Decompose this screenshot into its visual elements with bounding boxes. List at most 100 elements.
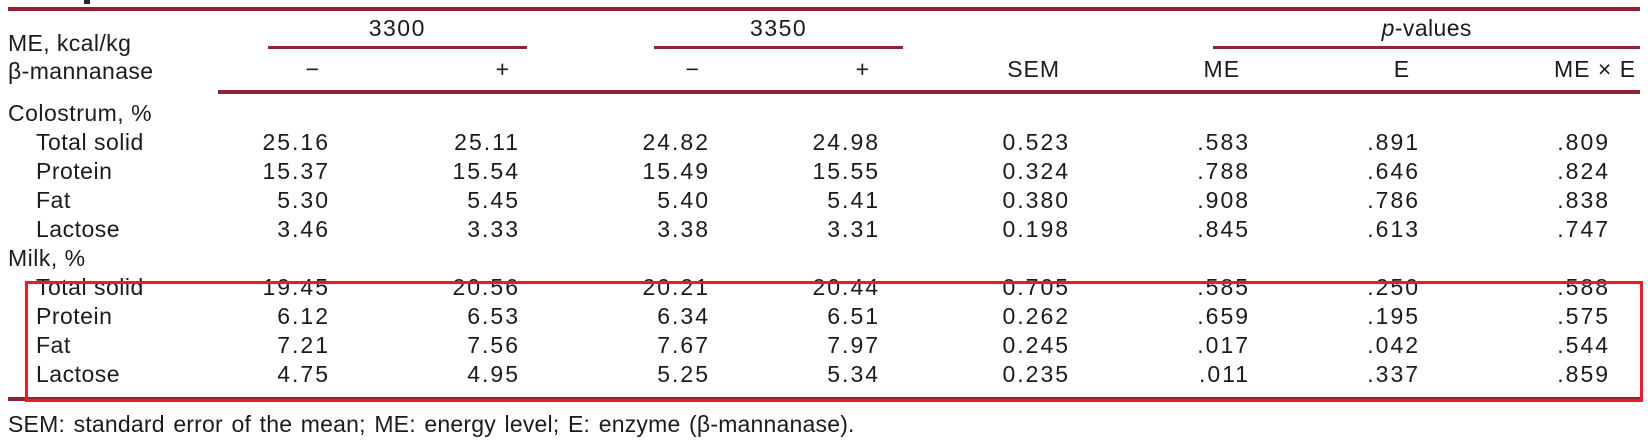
value-cell: 0.198	[1002, 216, 1071, 242]
value-cell: 5.41	[827, 187, 881, 213]
value-cell: .788	[1197, 158, 1251, 184]
header-group-row: ME, kcal/kg β-mannanase 3300 3350 p-valu…	[8, 9, 1641, 84]
header-column-row: − + − + SEM ME E ME × E	[8, 49, 1641, 94]
value-cell: .017	[1197, 332, 1251, 358]
value-cell: .786	[1367, 187, 1421, 213]
group-label-3350: 3350	[750, 15, 808, 41]
value-cell: 20.44	[812, 274, 881, 300]
col-header-me: ME	[1100, 49, 1281, 94]
value-cell: 3.31	[827, 216, 881, 242]
group-header-3300: 3300	[218, 9, 550, 49]
value-cell: 3.46	[277, 216, 330, 242]
col-header-3350-plus: +	[740, 49, 911, 94]
value-cell: .042	[1367, 332, 1421, 358]
value-cell: .845	[1197, 216, 1251, 242]
value-cell: .613	[1367, 216, 1421, 242]
value-cell: 0.245	[1002, 332, 1071, 358]
value-cell: 0.523	[1002, 129, 1071, 155]
value-cell: 0.262	[1002, 303, 1071, 329]
row-label: Protein	[36, 303, 113, 329]
cropped-caption-artifact	[84, 0, 90, 4]
value-cell: .250	[1367, 274, 1421, 300]
value-cell: .659	[1197, 303, 1251, 329]
value-cell: 19.45	[262, 274, 330, 300]
table-row: Fat 5.30 5.45 5.40 5.41 0.380 .908 .786 …	[8, 186, 1640, 215]
value-cell: .824	[1557, 158, 1611, 184]
value-cell: 4.95	[467, 361, 521, 387]
value-cell: .747	[1557, 216, 1611, 242]
col-header-me-x-e: ME × E	[1450, 49, 1641, 94]
value-cell: .838	[1557, 187, 1611, 213]
row-label: Lactose	[36, 361, 121, 387]
value-cell: .195	[1367, 303, 1421, 329]
value-cell: 24.98	[812, 129, 881, 155]
table-row: Total solid 25.16 25.11 24.82 24.98 0.52…	[8, 128, 1640, 157]
value-cell: 6.34	[657, 303, 711, 329]
value-cell: 7.56	[467, 332, 521, 358]
row-label: Fat	[36, 187, 71, 213]
col-header-e: E	[1280, 49, 1451, 94]
stub-line-enzyme: β-mannanase	[8, 58, 154, 84]
section-label-milk: Milk, %	[8, 245, 86, 271]
value-cell: 20.21	[642, 274, 711, 300]
col-header-3300-minus: −	[218, 49, 360, 94]
col-header-3350-minus: −	[550, 49, 741, 94]
table-row: Protein 15.37 15.54 15.49 15.55 0.324 .7…	[8, 157, 1640, 186]
value-cell: .585	[1197, 274, 1251, 300]
table-row: Lactose 4.75 4.95 5.25 5.34 0.235 .011 .…	[8, 360, 1640, 399]
row-label: Total solid	[36, 274, 144, 300]
value-cell: .908	[1197, 187, 1251, 213]
value-cell: 5.25	[657, 361, 711, 387]
value-cell: 3.38	[657, 216, 711, 242]
row-label: Lactose	[36, 216, 121, 242]
col-header-3300-plus: +	[360, 49, 551, 94]
value-cell: 5.30	[277, 187, 330, 213]
value-cell: 20.56	[452, 274, 521, 300]
value-cell: 3.33	[467, 216, 521, 242]
value-cell: .575	[1557, 303, 1611, 329]
group-header-sem-spacer	[910, 9, 1100, 49]
row-label: Protein	[36, 158, 113, 184]
value-cell: 5.40	[657, 187, 711, 213]
value-cell: .337	[1367, 361, 1421, 387]
group-label-3300: 3300	[368, 15, 426, 41]
value-cell: 25.16	[262, 129, 330, 155]
value-cell: 6.12	[277, 303, 330, 329]
section-row-colostrum: Colostrum, %	[8, 92, 1640, 128]
value-cell: 0.324	[1002, 158, 1071, 184]
table-row: Fat 7.21 7.56 7.67 7.97 0.245 .017 .042 …	[8, 331, 1640, 360]
value-cell: 5.34	[827, 361, 881, 387]
value-cell: 4.75	[277, 361, 330, 387]
value-cell: 7.67	[657, 332, 711, 358]
value-cell: 7.97	[827, 332, 881, 358]
value-cell: .011	[1198, 361, 1251, 387]
value-cell: 0.235	[1002, 361, 1071, 387]
results-table: ME, kcal/kg β-mannanase 3300 3350 p-valu…	[8, 7, 1641, 401]
value-cell: .588	[1557, 274, 1611, 300]
value-cell: 25.11	[454, 129, 521, 155]
row-label: Total solid	[36, 129, 144, 155]
group-header-p-values: p-values	[1100, 9, 1641, 49]
group-label-p-values: p-values	[1381, 15, 1472, 41]
value-cell: 6.53	[467, 303, 521, 329]
value-cell: .859	[1557, 361, 1611, 387]
table-row: Total solid 19.45 20.56 20.21 20.44 0.70…	[8, 273, 1640, 302]
value-cell: .809	[1557, 129, 1611, 155]
section-row-milk: Milk, %	[8, 244, 1640, 273]
value-cell: .891	[1367, 129, 1421, 155]
group-header-3350: 3350	[550, 9, 910, 49]
value-cell: 15.54	[452, 158, 521, 184]
table-row: Protein 6.12 6.53 6.34 6.51 0.262 .659 .…	[8, 302, 1640, 331]
value-cell: .544	[1557, 332, 1611, 358]
col-header-sem: SEM	[910, 49, 1101, 94]
row-label: Fat	[36, 332, 71, 358]
stub-header: ME, kcal/kg β-mannanase	[8, 9, 218, 92]
value-cell: 15.49	[642, 158, 711, 184]
section-label-colostrum: Colostrum, %	[8, 100, 153, 126]
value-cell: 5.45	[467, 187, 521, 213]
value-cell: 15.55	[812, 158, 881, 184]
table-row: Lactose 3.46 3.33 3.38 3.31 0.198 .845 .…	[8, 215, 1640, 244]
value-cell: 24.82	[642, 129, 711, 155]
value-cell: .646	[1367, 158, 1421, 184]
